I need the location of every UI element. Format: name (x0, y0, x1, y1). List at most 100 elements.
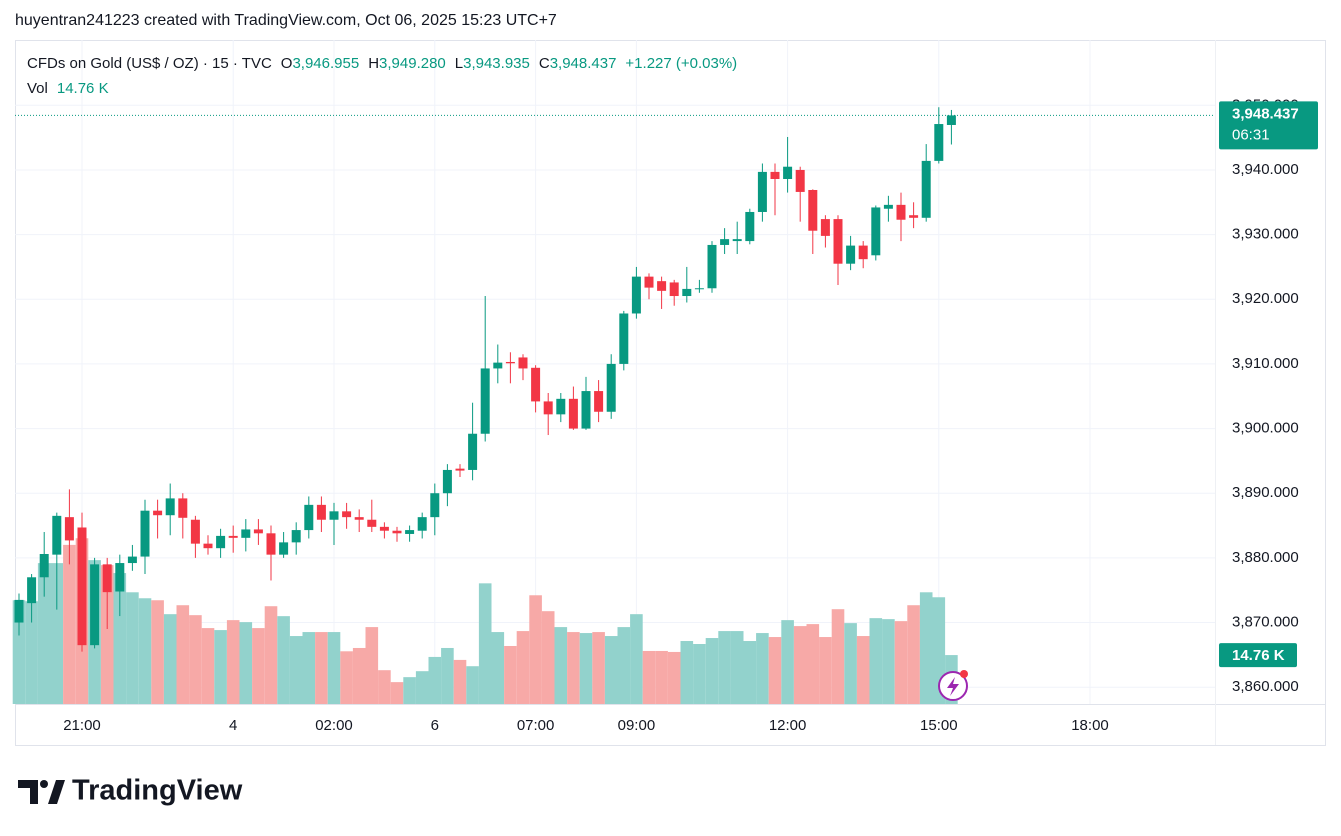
volume-bar (453, 659, 467, 704)
candle-body (178, 498, 188, 518)
candle-body (342, 511, 352, 518)
candle-body (808, 189, 818, 231)
volume-bar (743, 641, 757, 704)
candle-body (102, 564, 112, 593)
change: +1.227 (+0.03%) (625, 55, 738, 72)
volume-bar (403, 677, 416, 704)
vol-value: 14.76 K (56, 80, 109, 97)
candle-body (556, 398, 566, 415)
volume-bar (831, 609, 845, 704)
volume-bar (844, 623, 857, 704)
volume-bar (882, 619, 895, 704)
volume-bar (907, 605, 920, 704)
candle-body (190, 519, 200, 544)
candle-layer (14, 107, 956, 652)
x-tick-label: 07:00 (517, 717, 555, 734)
symbol: CFDs on Gold (US$ / OZ) · 15 · TVC (27, 55, 272, 72)
volume-bar (390, 682, 404, 704)
volume-bar (378, 670, 391, 704)
candle-body (392, 530, 402, 534)
candle-body (417, 517, 427, 531)
volume-bar (630, 614, 643, 704)
x-tick-label: 21:00 (63, 717, 101, 734)
candle-body (531, 367, 541, 402)
volume-bar (340, 651, 353, 704)
candle-body (543, 401, 553, 415)
volume-bar (315, 632, 328, 704)
volume-bar (617, 627, 631, 704)
volume-bar (163, 614, 177, 704)
candle-body (505, 361, 515, 364)
candle-body (77, 527, 87, 646)
candle-body (455, 468, 465, 471)
candle-body (896, 204, 906, 220)
candle-body (115, 563, 125, 592)
volume-bar (730, 631, 744, 704)
volume-bar (856, 636, 870, 704)
price-tag (1219, 101, 1318, 150)
candle-body (304, 504, 314, 531)
candle-body (430, 493, 440, 518)
volume-bar (37, 563, 51, 704)
candle-body (90, 564, 100, 646)
candle-body (291, 530, 301, 543)
candle-body (682, 288, 692, 297)
volume-tag-label: 14.76 K (1232, 647, 1285, 664)
candle-body (493, 362, 503, 369)
y-tick-label: 3,910.000 (1232, 355, 1299, 372)
x-tick-label: 12:00 (769, 717, 807, 734)
candle-body (619, 313, 629, 364)
candle-body (694, 288, 704, 290)
candle-body (745, 211, 755, 242)
candle-body (594, 391, 604, 412)
candle-body (581, 391, 591, 429)
candle-body (909, 215, 919, 218)
volume-bar (289, 636, 303, 704)
volume-bar (441, 647, 454, 704)
candle-body (732, 239, 742, 242)
candle-body (795, 169, 805, 192)
candle-body (253, 529, 263, 534)
candle-body (153, 510, 163, 516)
volume-bar (201, 628, 215, 704)
volume-bar (894, 621, 908, 704)
volume-bar (667, 651, 681, 704)
candle-body (279, 542, 289, 555)
volume-bar (264, 606, 278, 704)
attribution: huyentran241223 created with TradingView… (15, 12, 557, 29)
volume-bar (214, 630, 227, 704)
volume-bar (138, 598, 152, 704)
volume-bar (869, 618, 883, 704)
candle-body (27, 577, 37, 604)
legend-volume: Vol 14.76 K (27, 80, 109, 97)
volume-bar (50, 563, 64, 704)
x-tick-label: 6 (431, 717, 439, 734)
low-value: 3,943.935 (463, 55, 530, 72)
candle-body (934, 124, 944, 161)
close-value: 3,948.437 (549, 55, 617, 72)
candle-body (631, 276, 641, 314)
volume-bar (277, 616, 290, 704)
y-tick-label: 3,880.000 (1232, 549, 1299, 566)
candle-body (644, 276, 654, 288)
candle-body (518, 357, 528, 369)
volume-bar (516, 631, 530, 704)
volume-bar (592, 632, 605, 704)
candle-body (770, 171, 780, 179)
candle-body (64, 517, 74, 541)
price-tag-label: 3,948.437 (1232, 105, 1299, 122)
open-value: 3,946.955 (292, 55, 360, 72)
o-label: O (280, 55, 293, 72)
candle-body (266, 533, 276, 555)
candle-body (228, 535, 238, 538)
y-tick-label: 3,930.000 (1232, 226, 1299, 243)
volume-bar (352, 647, 366, 704)
volume-bar (781, 620, 794, 704)
y-tick-label: 3,860.000 (1232, 678, 1299, 695)
y-tick-label: 3,940.000 (1232, 161, 1299, 178)
candle-body (127, 556, 137, 564)
candle-body (871, 207, 881, 256)
y-tick-label: 3,920.000 (1232, 290, 1299, 307)
candle-body (140, 510, 150, 557)
